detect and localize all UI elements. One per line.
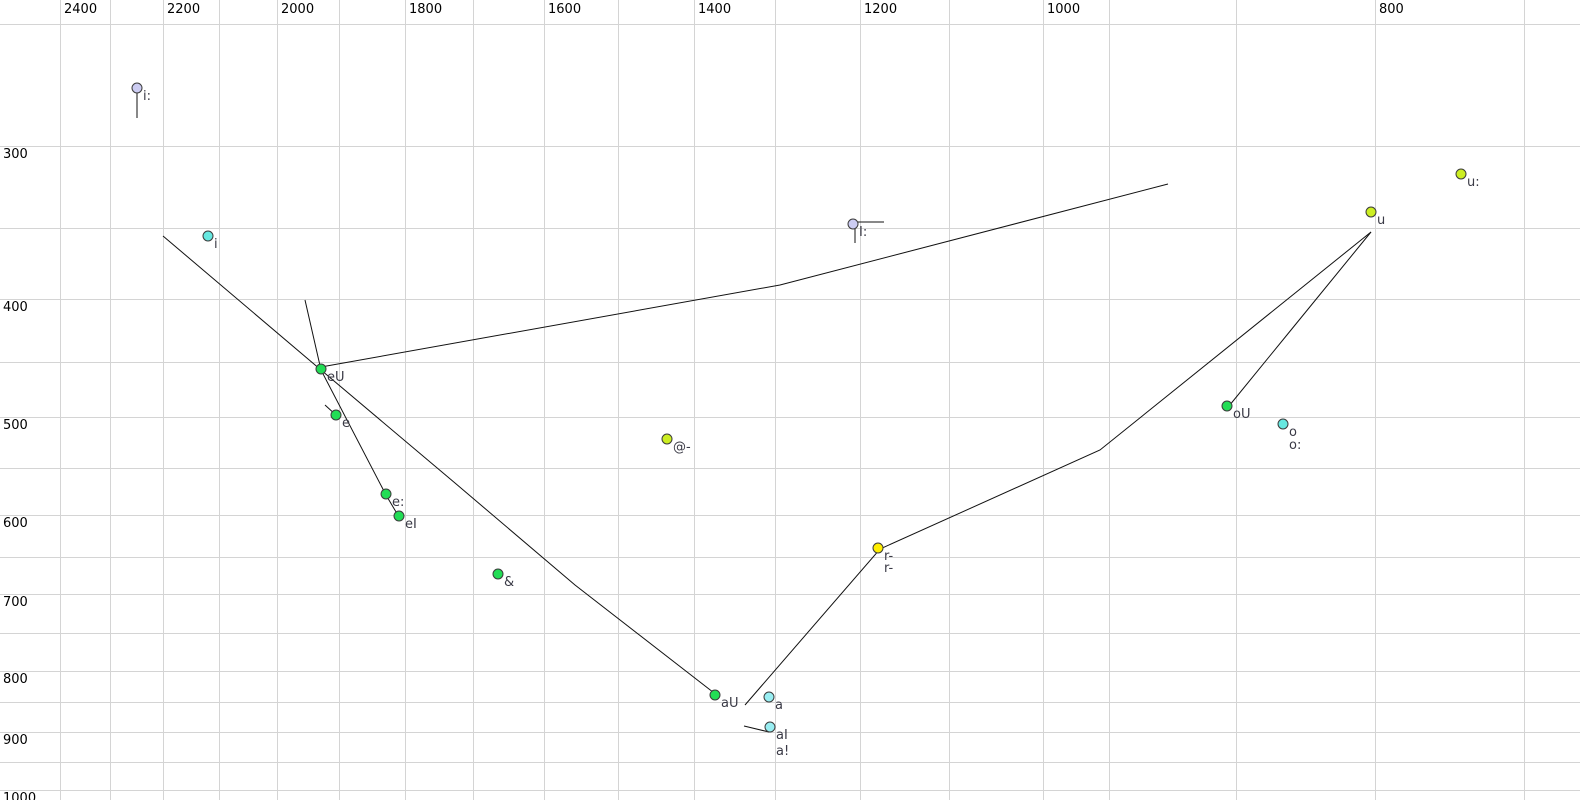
vowel-data-point[interactable]	[202, 230, 214, 242]
gridline-vertical	[860, 0, 861, 800]
vowel-data-point[interactable]	[847, 218, 859, 230]
trajectory-line	[162, 235, 719, 697]
gridline-horizontal	[0, 790, 1580, 791]
gridline-vertical	[775, 0, 776, 800]
gridline-vertical	[1236, 0, 1237, 800]
vowel-data-point[interactable]	[492, 568, 504, 580]
gridline-horizontal	[0, 702, 1580, 703]
vowel-point-label: aU	[721, 696, 739, 711]
vowel-data-point[interactable]	[709, 689, 721, 701]
gridline-horizontal	[0, 671, 1580, 672]
vowel-point-label: eI	[405, 517, 417, 532]
vowel-data-point[interactable]	[872, 542, 884, 554]
gridline-vertical	[110, 0, 111, 800]
gridline-horizontal	[0, 146, 1580, 147]
vowel-data-point[interactable]	[1365, 206, 1377, 218]
gridline-vertical	[277, 0, 278, 800]
gridline-horizontal	[0, 732, 1580, 733]
vowel-point-label: e:	[392, 495, 405, 510]
gridline-vertical	[405, 0, 406, 800]
vowel-point-label: o:	[1289, 438, 1302, 453]
gridline-vertical	[1043, 0, 1044, 800]
gridline-horizontal	[0, 515, 1580, 516]
y-tick-label: 900	[3, 733, 28, 748]
vowel-point-label: @-	[673, 440, 691, 455]
vowel-point-label: u:	[1467, 175, 1480, 190]
x-tick-label: 800	[1379, 2, 1404, 17]
y-tick-label: 800	[3, 672, 28, 687]
trajectory-line	[1228, 231, 1372, 407]
gridline-vertical	[618, 0, 619, 800]
vowel-point-label: &	[504, 575, 515, 590]
vowel-data-point[interactable]	[380, 488, 392, 500]
vowel-data-point[interactable]	[131, 82, 143, 94]
vowel-point-label: r-	[884, 549, 894, 564]
gridline-horizontal	[0, 468, 1580, 469]
vowel-point-label: a	[775, 698, 783, 713]
x-tick-label: 2200	[167, 2, 201, 17]
gridline-horizontal	[0, 594, 1580, 595]
vowel-point-label: i	[214, 237, 218, 252]
vowel-point-label: u	[1377, 213, 1386, 228]
gridline-vertical	[1109, 0, 1110, 800]
x-tick-label: 1800	[409, 2, 443, 17]
gridline-horizontal	[0, 24, 1580, 25]
vowel-point-label: oU	[1233, 407, 1251, 422]
x-tick-label: 1600	[548, 2, 582, 17]
gridline-vertical	[1375, 0, 1376, 800]
x-tick-label: 1000	[1047, 2, 1081, 17]
vowel-data-point[interactable]	[661, 433, 673, 445]
x-tick-label: 2400	[64, 2, 98, 17]
vowel-data-point[interactable]	[393, 510, 405, 522]
vowel-data-point[interactable]	[1455, 168, 1467, 180]
vowel-data-point[interactable]	[764, 721, 776, 733]
y-tick-label: 300	[3, 147, 28, 162]
vowel-data-point[interactable]	[1221, 400, 1233, 412]
trajectory-line	[304, 299, 400, 518]
gridline-horizontal	[0, 762, 1580, 763]
gridline-vertical	[60, 0, 61, 800]
y-tick-label: 600	[3, 516, 28, 531]
vowel-data-point[interactable]	[330, 409, 342, 421]
gridline-vertical	[1524, 0, 1525, 800]
gridline-vertical	[219, 0, 220, 800]
vowel-point-label: o	[1289, 425, 1297, 440]
gridline-vertical	[949, 0, 950, 800]
gridline-horizontal	[0, 633, 1580, 634]
vowel-point-label: I:	[859, 225, 868, 240]
gridline-vertical	[544, 0, 545, 800]
gridline-horizontal	[0, 557, 1580, 558]
gridline-vertical	[473, 0, 474, 800]
gridline-vertical	[163, 0, 164, 800]
y-tick-label: 400	[3, 300, 28, 315]
gridline-horizontal	[0, 362, 1580, 363]
vowel-point-label: a!	[776, 744, 790, 759]
gridline-horizontal	[0, 417, 1580, 418]
vowel-data-point[interactable]	[315, 363, 327, 375]
vowel-data-point[interactable]	[763, 691, 775, 703]
y-tick-label: 1000	[3, 791, 37, 800]
gridline-horizontal	[0, 299, 1580, 300]
gridline-vertical	[694, 0, 695, 800]
vowel-data-point[interactable]	[1277, 418, 1289, 430]
y-tick-label: 700	[3, 595, 28, 610]
x-tick-label: 1200	[864, 2, 898, 17]
y-tick-label: 500	[3, 418, 28, 433]
trajectory-line	[320, 183, 1169, 368]
vowel-point-label: r-	[884, 561, 894, 576]
x-tick-label: 1400	[698, 2, 732, 17]
vowel-point-label: eU	[327, 370, 345, 385]
vowel-point-label: e	[342, 416, 350, 431]
x-tick-label: 2000	[281, 2, 315, 17]
vowel-point-label: i:	[143, 89, 151, 104]
gridline-vertical	[339, 0, 340, 800]
vowel-point-label: aI	[776, 728, 788, 743]
gridline-horizontal	[0, 228, 1580, 229]
